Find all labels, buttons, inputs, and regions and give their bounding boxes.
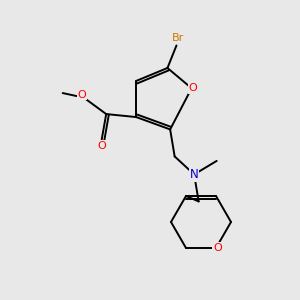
Text: Br: Br — [172, 33, 184, 43]
Text: O: O — [213, 243, 222, 253]
Text: O: O — [189, 83, 197, 93]
Text: O: O — [97, 141, 106, 151]
Text: O: O — [78, 90, 87, 100]
Text: N: N — [190, 168, 199, 181]
